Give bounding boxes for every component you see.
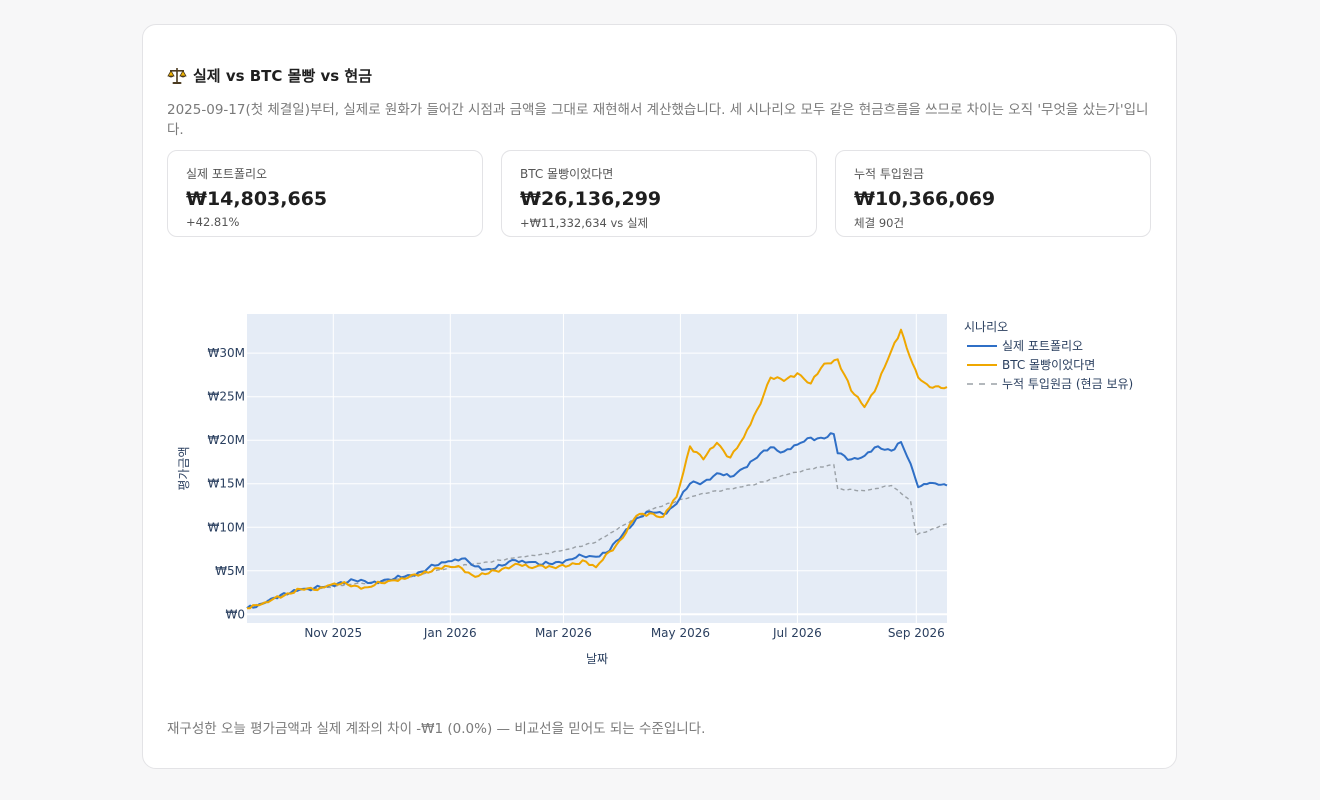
metric-label: BTC 몰빵이었다면 xyxy=(520,167,614,181)
y-tick-label: ₩10M xyxy=(208,520,246,534)
y-tick-label: ₩15M xyxy=(208,477,246,491)
plot-area xyxy=(247,314,947,623)
series-line-1 xyxy=(247,328,948,610)
legend-item: 실제 포트폴리오 xyxy=(1002,339,1083,353)
y-tick-label: ₩30M xyxy=(208,346,246,360)
x-axis-title: 날짜 xyxy=(586,652,608,666)
card-description: 2025-09-17(첫 체결일)부터, 실제로 원화가 들어간 시점과 금액을… xyxy=(167,102,1149,138)
series-line-0 xyxy=(246,432,948,609)
y-tick-label: ₩20M xyxy=(208,433,246,447)
card-title-text: 실제 vs BTC 몰빵 vs 현금 xyxy=(193,67,372,85)
x-tick-label: Sep 2026 xyxy=(888,626,945,640)
metric-label: 실제 포트폴리오 xyxy=(186,167,268,181)
footnote: 재구성한 오늘 평가금액과 실제 계좌의 차이 -₩1 (0.0%) — 비교선… xyxy=(167,721,706,737)
metric-sub: +42.81% xyxy=(186,215,240,229)
x-tick-label: Jan 2026 xyxy=(423,626,477,640)
metric-value: ₩10,366,069 xyxy=(854,188,996,210)
series-line-2 xyxy=(246,463,948,609)
x-tick-label: Mar 2026 xyxy=(535,626,592,640)
metric-sub: 체결 90건 xyxy=(854,216,905,230)
legend-title: 시나리오 xyxy=(964,320,1008,334)
card-title: 실제 vs BTC 몰빵 vs 현금 xyxy=(167,65,372,86)
x-tick-label: May 2026 xyxy=(651,626,710,640)
metric-card-actual: 실제 포트폴리오 ₩14,803,665 +42.81% xyxy=(167,150,483,237)
metric-value: ₩26,136,299 xyxy=(520,188,662,210)
balance-scale-icon xyxy=(167,67,187,84)
y-tick-label: ₩5M xyxy=(215,564,245,578)
y-tick-label: ₩0 xyxy=(226,607,246,621)
metric-value: ₩14,803,665 xyxy=(186,188,328,210)
x-tick-label: Jul 2026 xyxy=(772,626,822,640)
metric-card-btc: BTC 몰빵이었다면 ₩26,136,299 +₩11,332,634 vs 실… xyxy=(501,150,817,237)
legend-item: 누적 투입원금 (현금 보유) xyxy=(1002,377,1133,391)
metric-sub: +₩11,332,634 vs 실제 xyxy=(520,216,649,230)
metric-card-principal: 누적 투입원금 ₩10,366,069 체결 90건 xyxy=(835,150,1151,237)
metric-label: 누적 투입원금 xyxy=(854,167,925,181)
y-tick-label: ₩25M xyxy=(208,390,246,404)
y-axis-title: 평가금액 xyxy=(177,446,191,490)
legend-item: BTC 몰빵이었다면 xyxy=(1002,358,1095,372)
x-tick-label: Nov 2025 xyxy=(304,626,362,640)
